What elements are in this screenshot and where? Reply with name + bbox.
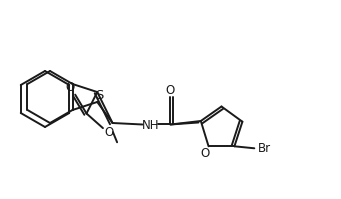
Text: O: O: [65, 81, 75, 94]
Text: S: S: [95, 90, 103, 102]
Text: O: O: [200, 147, 209, 160]
Text: O: O: [104, 126, 114, 139]
Text: Br: Br: [258, 142, 271, 155]
Text: O: O: [166, 84, 175, 97]
Text: NH: NH: [142, 119, 159, 132]
